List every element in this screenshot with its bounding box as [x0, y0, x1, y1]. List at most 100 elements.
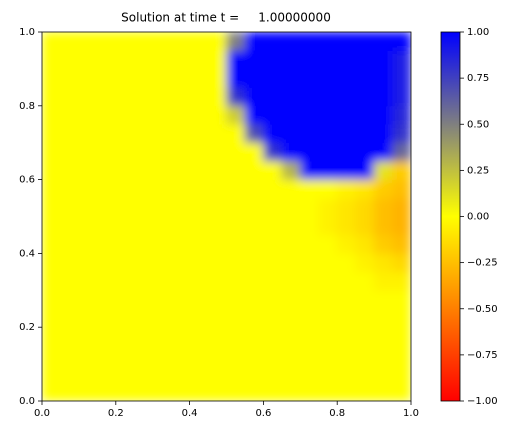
heat-cell	[355, 105, 375, 125]
heat-cell	[207, 234, 227, 254]
heat-cell	[281, 216, 301, 236]
heat-cell	[152, 308, 172, 328]
heat-cell	[318, 363, 338, 383]
heat-cell	[42, 105, 61, 125]
heat-cell	[392, 234, 411, 254]
heat-cell	[373, 271, 393, 291]
heat-cell	[115, 32, 135, 51]
heat-cell	[336, 308, 356, 328]
heat-cell	[336, 326, 356, 346]
heat-cell	[152, 234, 172, 254]
heat-cell	[133, 234, 153, 254]
heat-cell	[60, 68, 80, 88]
heat-cell	[42, 308, 61, 328]
heat-cell	[42, 123, 61, 143]
heat-cell	[78, 234, 98, 254]
heat-cell	[336, 363, 356, 383]
heat-cell	[170, 363, 190, 383]
heat-cell	[263, 382, 283, 401]
heat-cell	[373, 142, 393, 162]
heat-cell	[226, 142, 246, 162]
heat-cell	[133, 179, 153, 199]
heat-cell	[170, 160, 190, 180]
heat-cell	[60, 197, 80, 217]
heat-cell	[189, 382, 209, 401]
heat-cell	[336, 253, 356, 273]
heat-cell	[60, 253, 80, 273]
heat-cell	[244, 105, 264, 125]
heat-cell	[263, 308, 283, 328]
heat-cell	[97, 271, 117, 291]
heat-cell	[115, 326, 135, 346]
heat-cell	[355, 179, 375, 199]
heat-cell	[133, 105, 153, 125]
heat-cell	[97, 253, 117, 273]
heat-cell	[133, 123, 153, 143]
heat-cell	[281, 142, 301, 162]
heat-cell	[355, 271, 375, 291]
heat-cell	[355, 87, 375, 107]
heat-cell	[170, 308, 190, 328]
heat-cell	[318, 50, 338, 70]
heat-cell	[355, 123, 375, 143]
heat-cell	[42, 142, 61, 162]
heat-cell	[373, 234, 393, 254]
heat-cell	[336, 197, 356, 217]
heat-cell	[281, 32, 301, 51]
heat-cell	[152, 142, 172, 162]
heat-cell	[336, 105, 356, 125]
heat-cell	[355, 308, 375, 328]
heat-cell	[189, 271, 209, 291]
heat-cell	[97, 290, 117, 310]
heat-cell	[300, 253, 320, 273]
heat-cell	[60, 363, 80, 383]
heat-cell	[152, 345, 172, 365]
heat-cell	[300, 105, 320, 125]
heat-cell	[244, 50, 264, 70]
heat-cell	[170, 271, 190, 291]
heat-cell	[189, 123, 209, 143]
heat-cell	[189, 290, 209, 310]
heat-cell	[152, 68, 172, 88]
heat-cell	[189, 253, 209, 273]
heat-cell	[281, 271, 301, 291]
heat-cell	[244, 326, 264, 346]
x-tick-label: 0.4	[182, 408, 198, 419]
heat-cell	[115, 216, 135, 236]
heat-cell	[97, 87, 117, 107]
heat-cell	[263, 253, 283, 273]
heat-cell	[60, 216, 80, 236]
heat-cell	[318, 253, 338, 273]
heat-cell	[244, 290, 264, 310]
colorbar-tick-label: 0.00	[467, 212, 489, 223]
heat-cell	[300, 345, 320, 365]
heat-cell	[392, 50, 411, 70]
heat-cell	[42, 253, 61, 273]
heat-cell	[300, 290, 320, 310]
heat-cell	[97, 123, 117, 143]
heat-cell	[355, 197, 375, 217]
heat-cell	[281, 105, 301, 125]
heat-cell	[263, 160, 283, 180]
heat-cell	[226, 179, 246, 199]
heat-cell	[318, 308, 338, 328]
heat-cell	[226, 105, 246, 125]
heat-cell	[170, 326, 190, 346]
heat-cell	[115, 105, 135, 125]
heat-cell	[42, 160, 61, 180]
heat-cell	[336, 234, 356, 254]
heat-cell	[133, 68, 153, 88]
heat-cell	[97, 363, 117, 383]
heat-cell	[373, 160, 393, 180]
heat-cell	[115, 382, 135, 401]
heat-cell	[60, 142, 80, 162]
heat-cell	[42, 32, 61, 51]
x-tick-label: 0.0	[34, 408, 50, 419]
heat-cell	[78, 290, 98, 310]
heat-cell	[392, 179, 411, 199]
heat-cell	[392, 363, 411, 383]
heat-cell	[281, 123, 301, 143]
heat-cell	[281, 382, 301, 401]
heat-cell	[300, 326, 320, 346]
heat-cell	[318, 382, 338, 401]
